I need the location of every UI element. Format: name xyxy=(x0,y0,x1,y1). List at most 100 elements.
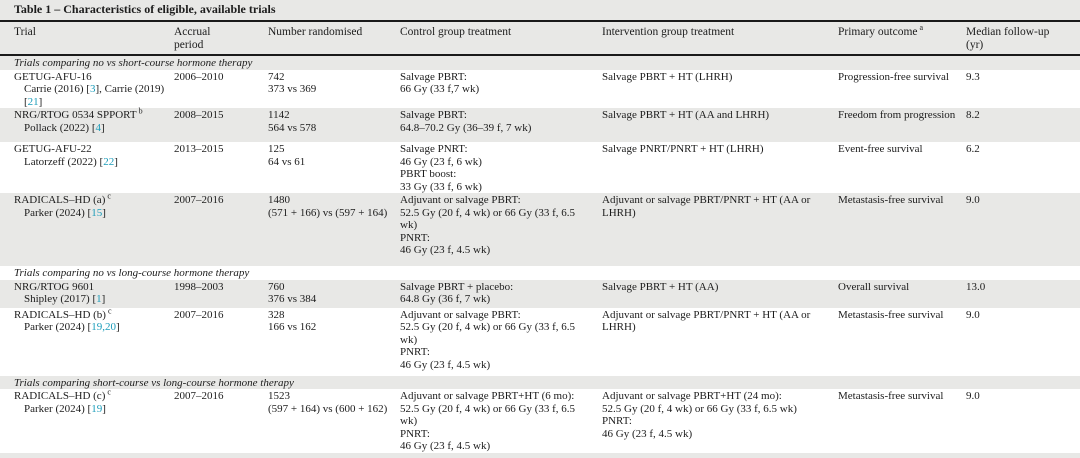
control-cell: Adjuvant or salvage PBRT: 52.5 Gy (20 f, … xyxy=(400,194,602,266)
median-followup: 13.0 xyxy=(966,280,986,293)
control-line: 64.8–70.2 Gy (36–39 f, 7 wk) xyxy=(400,121,532,134)
header-label: Accrual xyxy=(174,26,211,38)
accrual-period: 2006–2010 xyxy=(174,70,224,83)
intervention-cell: Adjuvant or salvage PBRT/PNRT + HT (AA o… xyxy=(602,309,838,376)
table-title: Table 1 – Characteristics of eligible, a… xyxy=(0,0,1080,20)
number-line: 376 vs 384 xyxy=(268,293,317,305)
accrual-cell: 2006–2010 xyxy=(174,71,268,109)
primary-outcome: Progression-free survival xyxy=(838,70,949,83)
intervention-line: Salvage PBRT + HT (LHRH) xyxy=(602,70,733,83)
median-followup: 9.3 xyxy=(966,70,980,83)
control-line: Adjuvant or salvage PBRT+HT (6 mo): xyxy=(400,390,575,402)
control-line: Salvage PBRT + placebo: xyxy=(400,280,514,293)
intervention-line: Adjuvant or salvage PBRT+HT (24 mo): xyxy=(602,390,782,402)
primary-outcome: Metastasis-free survival xyxy=(838,194,944,206)
number-line: 760 xyxy=(268,280,285,293)
header-label: period xyxy=(174,38,204,51)
control-cell: Salvage PBRT: 66 Gy (33 f,7 wk) xyxy=(400,71,602,109)
section-row: Trials comparing no vs long-course hormo… xyxy=(0,266,1080,280)
table-row: NRG/RTOG 9601 Shipley (2017) [1] 1998–2003… xyxy=(0,279,1080,308)
median-cell: 9.0 xyxy=(966,194,1066,266)
control-line: Adjuvant or salvage PBRT: xyxy=(400,194,521,206)
trial-name: RADICALS–HD (a) c xyxy=(14,191,111,206)
header-cell: Trial xyxy=(14,26,174,51)
trial-cell: RADICALS–HD (a) c Parker (2024) [15] xyxy=(14,191,174,266)
section-label: Trials comparing short-course vs long-co… xyxy=(14,376,294,389)
outcome-cell: Metastasis-free survival xyxy=(838,390,966,453)
median-followup: 8.2 xyxy=(966,109,980,121)
citation-link[interactable]: 19,20 xyxy=(91,321,116,333)
trial-name: NRG/RTOG 0534 SPPORT b xyxy=(14,106,143,121)
trial-footnote-marker: b xyxy=(136,106,143,116)
accrual-period: 2007–2016 xyxy=(174,194,224,206)
intervention-cell: Salvage PBRT + HT (AA) xyxy=(602,281,838,308)
trial-name: GETUG-AFU-22 xyxy=(14,143,92,155)
citation-link[interactable]: 15 xyxy=(91,206,103,219)
table-row: RADICALS–HD (b) c Parker (2024) [19,20] 20… xyxy=(0,306,1080,376)
number-cell: 1480 (571 + 166) vs (597 + 164) xyxy=(268,194,400,266)
citation-link[interactable]: 21 xyxy=(27,95,39,108)
table-row: RADICALS–HD (a) c Parker (2024) [15] 2007–… xyxy=(0,191,1080,266)
section-label: Trials comparing no vs short-course horm… xyxy=(14,57,253,69)
intervention-line: Adjuvant or salvage PBRT/PNRT + HT (AA o… xyxy=(602,308,811,334)
control-line: 52.5 Gy (20 f, 4 wk) or 66 Gy (33 f, 6.5… xyxy=(400,402,576,428)
accrual-cell: 2007–2016 xyxy=(174,194,268,266)
accrual-cell: 2008–2015 xyxy=(174,109,268,142)
citation-link[interactable]: 3 xyxy=(89,83,96,95)
accrual-period: 2013–2015 xyxy=(174,143,224,155)
number-cell: 328 166 vs 162 xyxy=(268,309,400,376)
header-label: Intervention group treatment xyxy=(602,26,735,38)
number-line: 125 xyxy=(268,143,285,155)
header-cell: Primary outcome a xyxy=(838,24,966,51)
accrual-period: 2007–2016 xyxy=(174,390,224,402)
header-label: Control group treatment xyxy=(400,26,512,38)
median-followup: 9.0 xyxy=(966,308,980,321)
header-rule xyxy=(0,54,1080,56)
citation-link[interactable]: 19 xyxy=(91,402,103,415)
outcome-cell: Progression-free survival xyxy=(838,71,966,109)
control-line: 52.5 Gy (20 f, 4 wk) or 66 Gy (33 f, 6.5… xyxy=(400,206,576,232)
citation-link[interactable]: 4 xyxy=(95,121,101,134)
control-line: 52.5 Gy (20 f, 4 wk) or 66 Gy (33 f, 6.5… xyxy=(400,321,576,346)
control-line: PBRT boost: xyxy=(400,168,457,180)
control-line: 46 Gy (23 f, 4.5 wk) xyxy=(400,244,491,256)
intervention-line: 52.5 Gy (20 f, 4 wk) or 66 Gy (33 f, 6.5… xyxy=(602,402,797,415)
number-cell: 760 376 vs 384 xyxy=(268,281,400,308)
accrual-cell: 2013–2015 xyxy=(174,143,268,193)
control-cell: Adjuvant or salvage PBRT: 52.5 Gy (20 f, … xyxy=(400,309,602,376)
section-row: Trials comparing no vs short-course horm… xyxy=(0,56,1080,70)
median-cell: 9.0 xyxy=(966,309,1066,376)
control-line: Adjuvant or salvage PBRT: xyxy=(400,308,521,321)
control-cell: Salvage PBRT: 64.8–70.2 Gy (36–39 f, 7 wk… xyxy=(400,109,602,142)
median-cell: 6.2 xyxy=(966,143,1066,193)
control-line: 46 Gy (23 f, 6 wk) xyxy=(400,155,482,168)
header-cell: Control group treatment xyxy=(400,26,602,51)
citation-link[interactable]: 22 xyxy=(103,155,115,168)
control-cell: Salvage PNRT: 46 Gy (23 f, 6 wk) PBRT boos… xyxy=(400,143,602,193)
accrual-period: 2007–2016 xyxy=(174,308,224,321)
trial-name: GETUG-AFU-16 xyxy=(14,70,92,83)
table-row: GETUG-AFU-16 Carrie (2016) [3], Carrie (2… xyxy=(0,70,1080,109)
trial-name: RADICALS–HD (c) c xyxy=(14,387,111,402)
median-cell: 9.3 xyxy=(966,71,1066,109)
number-cell: 1142 564 vs 578 xyxy=(268,109,400,142)
primary-outcome: Metastasis-free survival xyxy=(838,308,944,321)
accrual-period: 2008–2015 xyxy=(174,109,224,121)
control-line: 46 Gy (23 f, 4.5 wk) xyxy=(400,358,491,371)
primary-outcome: Freedom from progression xyxy=(838,109,956,121)
header-cell: Intervention group treatment xyxy=(602,26,838,51)
number-line: 373 vs 369 xyxy=(268,83,317,95)
number-line: 1523 xyxy=(268,390,290,402)
accrual-cell: 2007–2016 xyxy=(174,309,268,376)
number-cell: 1523 (597 + 164) vs (600 + 162) xyxy=(268,390,400,453)
outcome-cell: Event-free survival xyxy=(838,143,966,193)
median-followup: 9.0 xyxy=(966,194,980,206)
trial-footnote-marker: c xyxy=(105,191,111,201)
table-row: RADICALS–HD (c) c Parker (2024) [19] 2007–… xyxy=(0,387,1080,453)
trial-name: NRG/RTOG 9601 xyxy=(14,280,95,293)
header-cell: Accrual period xyxy=(174,26,268,51)
number-line: 1142 xyxy=(268,109,290,121)
control-cell: Salvage PBRT + placebo: 64.8 Gy (36 f, 7 … xyxy=(400,281,602,308)
number-cell: 742 373 vs 369 xyxy=(268,71,400,109)
citation-link[interactable]: 1 xyxy=(96,293,102,305)
